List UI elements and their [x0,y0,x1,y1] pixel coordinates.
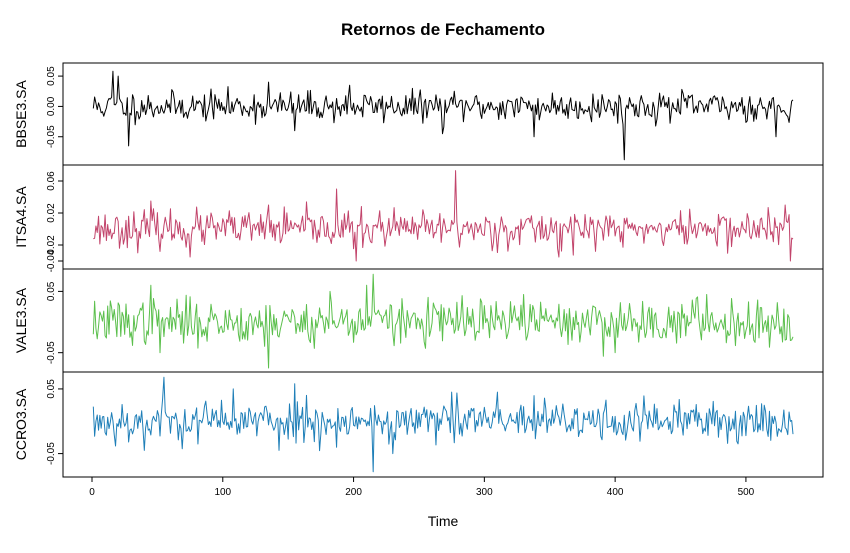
y-tick-label: -0.04 [46,249,57,272]
panel-ccro3-sa: -0.05 0.05 CCRO3.SA [13,371,824,478]
y-tick-label: 0.02 [46,203,57,223]
x-tick-label: 400 [607,487,624,498]
x-tick-label: 500 [738,487,755,498]
x-tick-label: 300 [476,487,493,498]
x-axis: 0 100 200 300 400 500 [89,476,755,498]
series-line [92,273,794,369]
x-tick-label: 0 [89,487,95,498]
y-tick-label: -0.05 [46,125,57,148]
y-tick-label: 0.05 [46,379,57,399]
x-tick-label: 100 [214,487,231,498]
series-line [92,70,794,161]
panel-vale3-sa: -0.05 0.05 VALE3.SA [13,268,824,373]
chart-panels: -0.050.000.05BBSE3.SA-0.040.020.020.06IT… [13,62,824,478]
panel-label: ITSA4.SA [13,186,29,248]
y-tick-label: -0.05 [46,442,57,465]
panel-frame [62,164,824,270]
y-tick-label: 0.02 [46,235,57,255]
y-tick-label: 0.00 [46,96,57,116]
series-line [92,376,794,473]
panel-label: VALE3.SA [13,287,29,353]
x-axis-label: Time [428,513,459,529]
y-tick-label: 0.06 [46,171,57,191]
y-tick-label: 0.05 [46,281,57,301]
y-tick-label: 0.05 [46,66,57,86]
panel-label: BBSE3.SA [13,79,29,147]
panel-frame [62,62,824,166]
x-tick-label: 200 [345,487,362,498]
y-tick-label: -0.05 [46,341,57,364]
chart-title: Retornos de Fechamento [341,20,545,39]
panel-bbse3-sa: -0.05 0.00 0.05 BBSE3.SA [13,62,824,166]
series-line [93,170,794,262]
panel-label: CCRO3.SA [13,388,29,460]
